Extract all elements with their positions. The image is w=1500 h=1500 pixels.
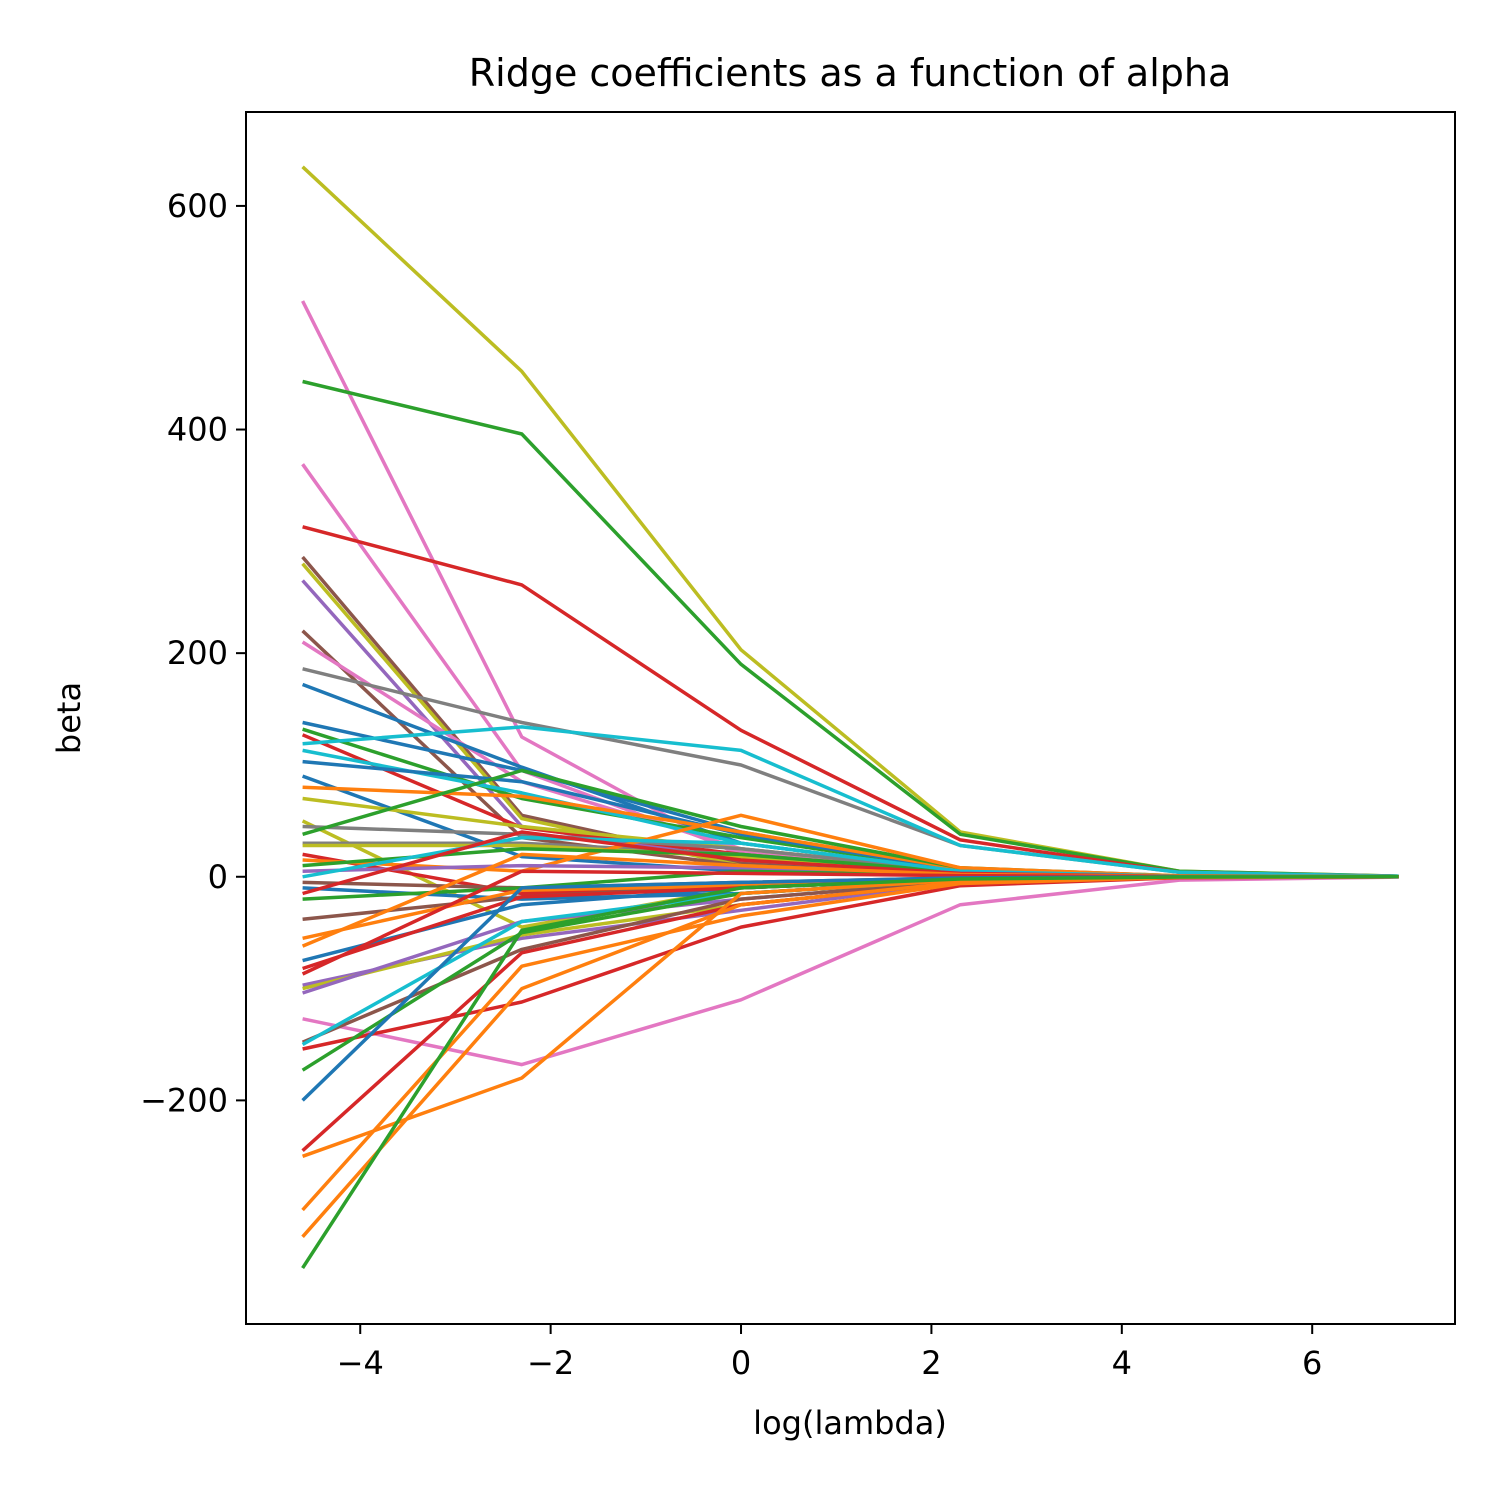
y-tick-label: 0 bbox=[208, 858, 228, 896]
x-tick-label: 4 bbox=[1112, 1344, 1132, 1382]
series-line-55 bbox=[301, 875, 1399, 1270]
y-axis-label: beta bbox=[50, 682, 88, 754]
x-tick-label: −2 bbox=[527, 1344, 574, 1382]
x-tick-label: 2 bbox=[921, 1344, 941, 1382]
y-tick-label: −200 bbox=[140, 1081, 228, 1119]
x-axis-label: log(lambda) bbox=[753, 1404, 947, 1442]
x-tick-label: 0 bbox=[731, 1344, 751, 1382]
x-tick-label: 6 bbox=[1302, 1344, 1322, 1382]
x-tick-label: −4 bbox=[337, 1344, 384, 1382]
series-line-16 bbox=[302, 725, 1399, 879]
y-tick-label: 600 bbox=[167, 187, 228, 225]
y-tick-label: 400 bbox=[167, 411, 228, 449]
y-axis-ticks: −200 0 200 400 600 bbox=[140, 187, 246, 1119]
series-line-45 bbox=[302, 875, 1399, 1067]
plot-frame bbox=[245, 111, 1456, 1325]
x-axis-ticks: −4 −2 0 2 4 6 bbox=[337, 1324, 1322, 1382]
series-layer bbox=[301, 165, 1399, 1270]
y-tick-label: 200 bbox=[167, 634, 228, 672]
chart-title: Ridge coefficients as a function of alph… bbox=[469, 51, 1232, 95]
